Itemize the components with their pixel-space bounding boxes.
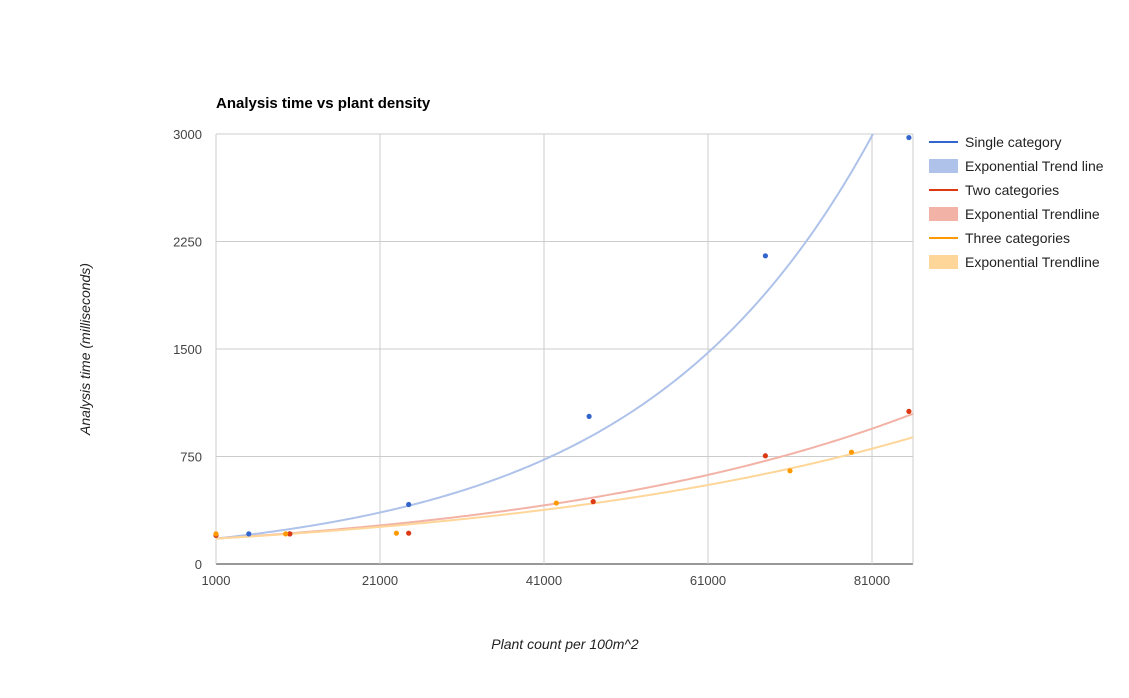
legend-box-swatch [929, 255, 958, 269]
data-point [906, 134, 912, 141]
data-point [590, 499, 596, 505]
data-point [787, 468, 793, 474]
x-tick-label: 41000 [526, 573, 562, 588]
data-point [213, 531, 219, 537]
y-tick-label: 1500 [173, 342, 202, 357]
data-point [848, 449, 855, 455]
x-tick-label: 1000 [202, 573, 231, 588]
data-point [406, 501, 412, 508]
data-point [906, 408, 912, 414]
y-axis-title: Analysis time (milliseconds) [77, 263, 93, 436]
data-point [246, 531, 252, 537]
legend-label: Exponential Trendline [965, 206, 1100, 222]
x-tick-label: 21000 [362, 573, 398, 588]
data-point [553, 500, 559, 506]
legend-label: Exponential Trendline [965, 254, 1100, 270]
legend-label: Single category [965, 134, 1062, 150]
data-point [762, 253, 769, 259]
trendline [216, 436, 913, 540]
y-axis-ticks: 0 750 1500 2250 3000 [173, 127, 202, 572]
data-point [586, 413, 592, 419]
data-points [213, 134, 912, 538]
x-tick-label: 81000 [854, 573, 890, 588]
legend-label: Three categories [965, 230, 1070, 246]
chart-title: Analysis time vs plant density [216, 95, 431, 112]
data-point [287, 531, 293, 537]
y-tick-label: 2250 [173, 235, 202, 250]
y-tick-label: 0 [195, 557, 202, 572]
data-point [393, 530, 399, 536]
legend-box-swatch [929, 159, 958, 173]
y-tick-label: 750 [180, 450, 202, 465]
trendlines [216, 134, 913, 540]
legend: Single category Exponential Trend line Two… [929, 134, 1104, 270]
trendline [216, 134, 875, 540]
legend-label: Exponential Trend line [965, 158, 1104, 174]
data-point [283, 531, 289, 537]
data-point [406, 530, 412, 536]
x-axis-ticks: 1000 21000 41000 61000 81000 [202, 573, 891, 588]
y-tick-label: 3000 [173, 127, 202, 142]
trendline [216, 412, 913, 540]
gridlines [215, 133, 914, 565]
legend-box-swatch [929, 207, 958, 221]
legend-label: Two categories [965, 182, 1059, 198]
data-point [762, 453, 769, 459]
x-tick-label: 61000 [690, 573, 726, 588]
x-axis-title: Plant count per 100m^2 [491, 636, 639, 652]
